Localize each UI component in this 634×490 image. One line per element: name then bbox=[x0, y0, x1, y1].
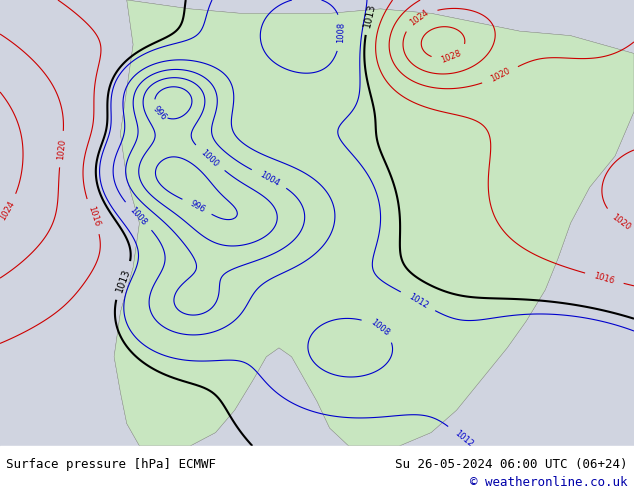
Polygon shape bbox=[114, 0, 634, 446]
Text: 1024: 1024 bbox=[0, 199, 16, 221]
Polygon shape bbox=[114, 0, 634, 446]
Text: 1012: 1012 bbox=[453, 428, 474, 449]
Text: 1016: 1016 bbox=[86, 205, 101, 228]
Text: 1020: 1020 bbox=[489, 67, 512, 84]
Text: 1020: 1020 bbox=[610, 212, 632, 232]
Text: © weatheronline.co.uk: © weatheronline.co.uk bbox=[470, 476, 628, 490]
Text: 1020: 1020 bbox=[56, 138, 67, 160]
Text: 1008: 1008 bbox=[335, 22, 346, 44]
Text: 1012: 1012 bbox=[406, 292, 429, 311]
Text: 1008: 1008 bbox=[128, 205, 149, 227]
Text: 996: 996 bbox=[152, 104, 169, 122]
Text: 1008: 1008 bbox=[368, 318, 391, 338]
Text: 996: 996 bbox=[188, 198, 206, 214]
Text: Surface pressure [hPa] ECMWF: Surface pressure [hPa] ECMWF bbox=[6, 458, 216, 471]
Text: 1013: 1013 bbox=[114, 267, 132, 294]
Text: 1004: 1004 bbox=[258, 170, 281, 188]
Text: Su 26-05-2024 06:00 UTC (06+24): Su 26-05-2024 06:00 UTC (06+24) bbox=[395, 458, 628, 471]
Text: 1016: 1016 bbox=[593, 271, 616, 286]
Text: 1000: 1000 bbox=[199, 147, 221, 169]
Text: 1013: 1013 bbox=[363, 2, 377, 28]
Text: 1024: 1024 bbox=[408, 8, 430, 28]
Text: 1028: 1028 bbox=[440, 49, 463, 65]
